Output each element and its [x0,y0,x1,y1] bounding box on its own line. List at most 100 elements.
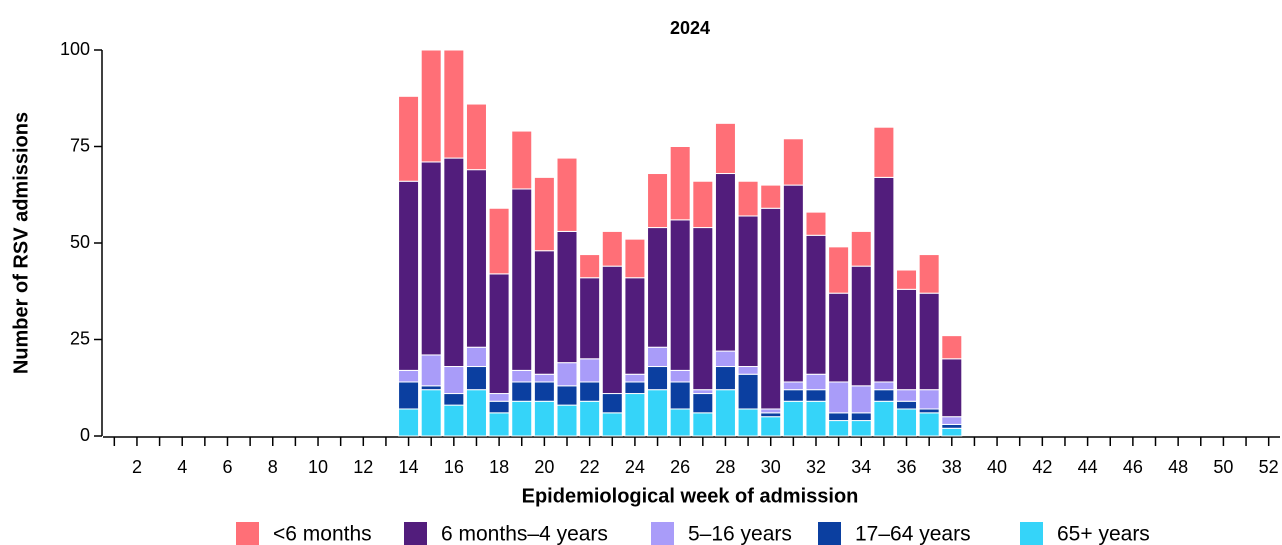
bar-segment [488,400,510,414]
bar-segment [760,412,782,418]
bar-segment [918,389,940,410]
bar-segment [556,404,578,437]
bar-segment [941,335,963,360]
bar-segment [918,412,940,437]
x-tick-label: 20 [534,457,554,477]
bar-segment [737,408,759,437]
bar-segment [488,393,510,402]
bar-segment [669,146,691,221]
bar-segment [624,277,646,375]
bar-segment [624,373,646,383]
x-tick-label: 14 [399,457,419,477]
x-tick-label: 26 [670,457,690,477]
bar-segment [465,346,487,368]
bar-segment [556,157,578,232]
bar-segment [556,385,578,406]
bar-segment [443,49,465,159]
bar-segment [420,385,442,391]
bar-segment [420,49,442,163]
bar-segment [873,389,895,402]
bar-segment [579,358,601,383]
bar-segment [850,385,872,414]
bar-segment [714,366,736,391]
bar-segment [420,354,442,387]
bar-segment [828,246,850,294]
bar-segment [443,404,465,437]
bar-segment [647,173,669,229]
bar-segment [828,292,850,383]
bar-segment [398,95,420,182]
x-tick-label: 36 [897,457,917,477]
bar-segment [488,207,510,275]
bar-segment [579,254,601,279]
y-tick-label: 50 [70,232,90,252]
legend-label: 17–64 years [855,523,971,545]
x-tick-label: 52 [1259,457,1279,477]
x-tick-label: 2 [132,457,142,477]
bar-segment [624,381,646,395]
bar-segment [760,408,782,414]
x-tick-label: 6 [222,457,232,477]
bar-segment [760,207,782,410]
bar-segment [465,389,487,437]
bar-segment [760,184,782,209]
bar-segment [420,161,442,356]
bar-segment [443,157,465,368]
bar-segment [782,389,804,402]
bar-segment [941,416,963,425]
bar-segment [533,176,555,252]
x-tick-label: 30 [761,457,781,477]
bar-segment [828,381,850,414]
bar-segment [737,180,759,217]
bar-segment [624,393,646,437]
bar-segment [828,420,850,437]
bar-segment [443,366,465,395]
bar-segment [805,389,827,402]
bar-segment [692,227,714,391]
bar-segment [873,126,895,178]
legend-label: 5–16 years [688,523,792,545]
x-axis-label: Epidemiological week of admission [522,485,859,507]
x-tick-label: 44 [1078,457,1098,477]
bar-segment [760,416,782,437]
x-tick-label: 32 [806,457,826,477]
bar-segment [918,254,940,294]
bar-segment [782,381,804,391]
bar-segment [850,265,872,387]
x-tick-label: 48 [1168,457,1188,477]
legend-label: 65+ years [1057,523,1150,545]
bar-segment [465,103,487,171]
bar-segment [601,412,623,437]
bar-segment [465,169,487,348]
bar-segment [398,180,420,371]
x-tick-label: 10 [308,457,328,477]
bar-segment [533,250,555,375]
bar-segment [896,389,918,402]
bar-segment [896,400,918,410]
bar-segment [828,412,850,422]
x-tick-label: 38 [942,457,962,477]
bar-segment [420,389,442,437]
legend-label: <6 months [273,523,372,545]
x-tick-label: 8 [268,457,278,477]
bar-segment [398,369,420,383]
bar-segment [533,381,555,402]
bar-segment [896,269,918,290]
bar-segment [488,412,510,437]
bar-segment [805,373,827,391]
bar-segment [714,350,736,368]
legend-swatch [818,522,841,545]
y-tick-label: 75 [70,135,90,155]
bar-segment [511,400,533,437]
bar-segment [398,381,420,410]
bar-segment [669,408,691,437]
bar-segment [488,273,510,395]
bar-segment [873,400,895,437]
x-tick-label: 50 [1213,457,1233,477]
bar-segment [896,288,918,391]
bar-segment [782,138,804,186]
bar-segment [601,230,623,267]
bar-segment [556,230,578,364]
x-tick-label: 46 [1123,457,1143,477]
